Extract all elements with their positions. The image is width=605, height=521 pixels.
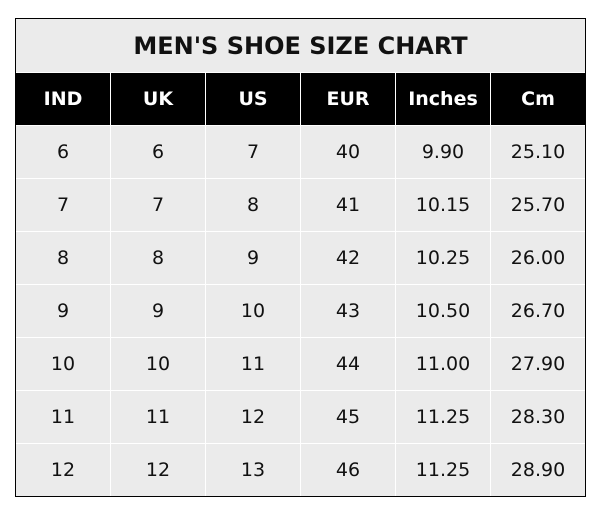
table-cell: 7: [110, 179, 205, 231]
table-cell: 12: [110, 444, 205, 496]
table-cell: 10: [205, 285, 300, 337]
table-body: 6 6 7 40 9.90 25.10 7 7 8 41 10.15 25.70 8 8 9 42 10.25 2…: [16, 125, 585, 496]
table-cell: 11.25: [395, 391, 490, 443]
table-cell: 7: [56, 194, 70, 216]
table-cell: 12: [205, 391, 300, 443]
table-title: MEN'S SHOE SIZE CHART: [16, 19, 585, 73]
table-row: 8 8 9 42 10.25 26.00: [16, 231, 585, 284]
size-chart-table: MEN'S SHOE SIZE CHART IND UK US EUR Inches Cm…: [15, 18, 586, 497]
table-cell: 10.25: [395, 232, 490, 284]
table-cell: 11.25: [395, 444, 490, 496]
table-cell: 9: [110, 285, 205, 337]
column-header: EUR: [300, 73, 395, 125]
table-cell: 43: [300, 285, 395, 337]
column-header: Inches: [395, 73, 490, 125]
table-cell: 11: [205, 338, 300, 390]
table-cell: 28.90: [490, 444, 585, 496]
table-cell: 12: [50, 459, 76, 481]
table-cell: 10.50: [395, 285, 490, 337]
table-cell: 46: [300, 444, 395, 496]
table-cell: 42: [300, 232, 395, 284]
column-header: UK: [110, 73, 205, 125]
table-cell: 26.70: [490, 285, 585, 337]
table-cell: 11: [50, 406, 76, 428]
table-cell: 9: [205, 232, 300, 284]
title-text: MEN'S SHOE SIZE CHART: [133, 31, 468, 60]
table-cell: 8: [110, 232, 205, 284]
header-row: IND UK US EUR Inches Cm: [16, 73, 585, 125]
table-row: 6 6 7 40 9.90 25.10: [16, 125, 585, 178]
table-row: 12 12 13 46 11.25 28.90: [16, 443, 585, 496]
table-cell: 8: [56, 247, 70, 269]
table-cell: 26.00: [490, 232, 585, 284]
table-cell: 44: [300, 338, 395, 390]
table-cell: 13: [205, 444, 300, 496]
table-cell: 10: [50, 353, 76, 375]
table-cell: 10.15: [395, 179, 490, 231]
table-cell: 8: [205, 179, 300, 231]
column-header: IND: [43, 88, 83, 110]
table-row: 10 10 11 44 11.00 27.90: [16, 337, 585, 390]
table-cell: 25.70: [490, 179, 585, 231]
table-cell: 25.10: [490, 126, 585, 178]
table-cell: 9.90: [395, 126, 490, 178]
column-header: Cm: [490, 73, 585, 125]
table-cell: 40: [300, 126, 395, 178]
table-cell: 7: [205, 126, 300, 178]
column-header: US: [205, 73, 300, 125]
table-cell: 10: [110, 338, 205, 390]
table-cell: 27.90: [490, 338, 585, 390]
table-row: 7 7 8 41 10.15 25.70: [16, 178, 585, 231]
table-cell: 45: [300, 391, 395, 443]
table-cell: 11: [110, 391, 205, 443]
table-cell: 6: [56, 141, 70, 163]
table-cell: 9: [56, 300, 70, 322]
table-row: 9 9 10 43 10.50 26.70: [16, 284, 585, 337]
table-cell: 11.00: [395, 338, 490, 390]
table-cell: 28.30: [490, 391, 585, 443]
table-cell: 41: [300, 179, 395, 231]
table-cell: 6: [110, 126, 205, 178]
table-row: 11 11 12 45 11.25 28.30: [16, 390, 585, 443]
